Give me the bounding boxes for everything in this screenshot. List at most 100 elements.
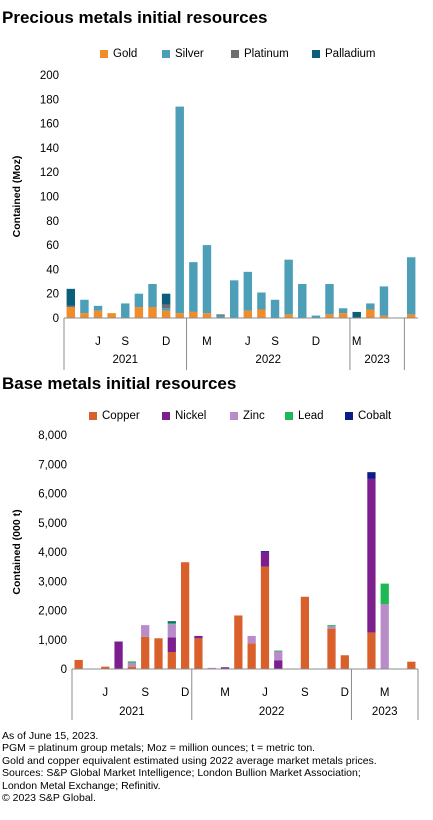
x-tick-label: S bbox=[271, 336, 279, 348]
bar-gold bbox=[107, 313, 116, 318]
bar-copper bbox=[300, 596, 310, 669]
bar-nickel bbox=[194, 635, 203, 639]
bar-silver bbox=[134, 293, 144, 308]
bar-copper bbox=[141, 636, 150, 669]
bar-silver bbox=[229, 280, 239, 318]
legend-base: Copper Nickel Zinc Lead Cobalt bbox=[0, 409, 433, 423]
bar-gold bbox=[257, 309, 266, 318]
bar-copper bbox=[180, 562, 190, 669]
y-tick-label: 40 bbox=[46, 264, 59, 276]
y-tick-label: 100 bbox=[40, 192, 59, 204]
bar-gold bbox=[338, 313, 348, 318]
x-tick-label: J bbox=[102, 687, 108, 699]
bar-nickel bbox=[260, 552, 270, 567]
bar-silver bbox=[161, 308, 171, 311]
bar-gold bbox=[161, 310, 171, 318]
bar-silver bbox=[121, 303, 130, 318]
legend-label-lead: Lead bbox=[298, 410, 324, 422]
year-label: 2021 bbox=[112, 354, 138, 366]
footnote-copyright: © 2023 S&P Global. bbox=[2, 792, 96, 805]
x-tick-label: S bbox=[301, 687, 309, 699]
bar-gold bbox=[325, 314, 334, 318]
bar-nickel bbox=[367, 478, 376, 633]
y-tick-label: 0 bbox=[61, 664, 67, 676]
year-label: 2022 bbox=[255, 354, 281, 366]
bar-copper bbox=[101, 666, 110, 669]
bar-silver bbox=[270, 299, 280, 318]
year-label: 2023 bbox=[372, 706, 398, 718]
bar-copper bbox=[367, 632, 376, 669]
footnotes: As of June 15, 2023. PGM = platinum grou… bbox=[2, 730, 430, 804]
bar-copper bbox=[327, 628, 336, 669]
bar-silver bbox=[366, 303, 375, 310]
bar-copper bbox=[407, 661, 416, 669]
bar-silver bbox=[202, 245, 212, 314]
y-tick-label: 8,000 bbox=[38, 430, 67, 442]
bar-gold bbox=[148, 307, 157, 318]
bar-zinc bbox=[380, 604, 389, 669]
bar-lead bbox=[327, 625, 336, 627]
bar-silver bbox=[298, 283, 307, 318]
bar-copper bbox=[234, 615, 243, 669]
bar-silver bbox=[93, 305, 103, 311]
bar-silver bbox=[325, 283, 334, 315]
bar-silver bbox=[338, 308, 348, 314]
bar-zinc bbox=[167, 624, 176, 638]
bar-copper bbox=[127, 666, 137, 669]
y-tick-label: 2,000 bbox=[38, 606, 67, 618]
x-tick-label: J bbox=[95, 336, 101, 348]
bar-gold bbox=[175, 313, 184, 318]
precious-metals-chart: 0 20 40 60 80 100 120 140 160 180 200 Contained (Mo… bbox=[11, 70, 418, 370]
legend-swatch-zinc bbox=[230, 412, 238, 420]
bar-copper bbox=[74, 659, 83, 669]
legend-swatch-cobalt bbox=[345, 412, 353, 420]
bar-zinc bbox=[207, 667, 216, 669]
bar-zinc bbox=[327, 626, 336, 629]
bar-copper bbox=[340, 655, 349, 669]
legend-swatch-lead bbox=[285, 412, 293, 420]
legend-label-copper: Copper bbox=[102, 410, 140, 422]
y-tick-label: 1,000 bbox=[38, 635, 67, 647]
x-tick-label: S bbox=[121, 336, 129, 348]
x-tick-label: J bbox=[245, 336, 251, 348]
y-tick-label: 80 bbox=[46, 216, 59, 228]
y-axis-label: Contained (000 t) bbox=[11, 509, 23, 594]
chart-title-base: Base metals initial resources bbox=[2, 374, 237, 393]
y-tick-label: 7,000 bbox=[38, 459, 67, 471]
legend-label-cobalt: Cobalt bbox=[358, 410, 392, 422]
bar-silver bbox=[216, 315, 225, 318]
y-axis-label: Contained (Moz) bbox=[11, 156, 23, 238]
bar-nickel bbox=[220, 667, 230, 669]
bar-zinc bbox=[247, 635, 256, 644]
bar-nickel bbox=[114, 641, 123, 669]
x-tick-label: M bbox=[220, 687, 230, 699]
x-tick-label: M bbox=[202, 336, 212, 348]
x-tick-label: M bbox=[352, 336, 362, 348]
bar-cobalt bbox=[367, 472, 376, 479]
bar-silver bbox=[80, 299, 89, 314]
legend-label-platinum: Platinum bbox=[244, 48, 289, 60]
legend-swatch-nickel bbox=[162, 412, 170, 420]
x-tick-label: D bbox=[341, 687, 349, 699]
legend-label-gold: Gold bbox=[113, 48, 138, 60]
bar-nickel bbox=[274, 660, 283, 669]
year-label: 2022 bbox=[259, 706, 285, 718]
footnote-sources: Sources: S&P Global Market Intelligence;… bbox=[2, 767, 361, 780]
bar-gold bbox=[366, 309, 375, 318]
bar-gold bbox=[134, 307, 144, 318]
legend-label-silver: Silver bbox=[175, 48, 204, 60]
footnote-equivalent: Gold and copper equivalent estimated usi… bbox=[2, 754, 377, 767]
bar-silver bbox=[379, 286, 389, 316]
bar-gold bbox=[93, 310, 103, 318]
bar-palladium bbox=[66, 288, 76, 306]
bar-gold bbox=[379, 315, 389, 318]
y-tick-label: 20 bbox=[46, 289, 59, 301]
bar-lead bbox=[380, 583, 389, 605]
x-tick-label: S bbox=[141, 687, 149, 699]
footnote-sources-cont: London Metal Exchange; Refinitiv. bbox=[2, 779, 161, 792]
legend-swatch-palladium bbox=[312, 50, 320, 58]
legend-label-zinc: Zinc bbox=[243, 410, 265, 422]
y-tick-label: 0 bbox=[53, 313, 59, 325]
bar-zinc bbox=[127, 662, 137, 667]
bar-platinum bbox=[216, 314, 225, 316]
